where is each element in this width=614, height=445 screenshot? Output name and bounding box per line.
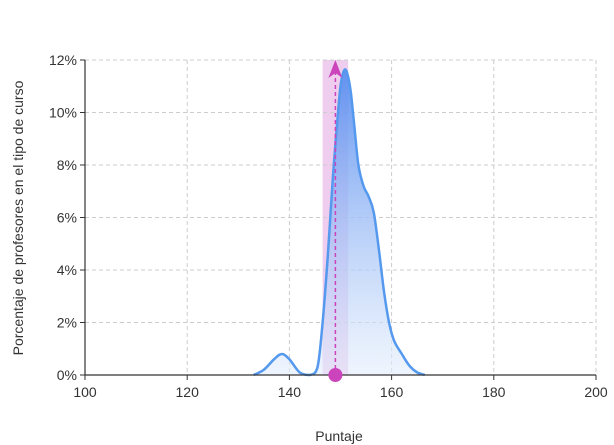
x-tick-label: 180 [482, 384, 506, 400]
y-tick-label: 6% [57, 210, 77, 226]
x-tick-label: 200 [584, 384, 608, 400]
y-tick-label: 8% [57, 157, 77, 173]
x-tick-label: 160 [380, 384, 404, 400]
tick-labels: 100 120 140 160 180 200 0% 2% 4% 6% 8% 10% 12% [49, 52, 608, 400]
marker-dot [328, 368, 343, 382]
x-tick-label: 140 [278, 384, 302, 400]
density-area [253, 69, 425, 376]
y-tick-label: 0% [57, 367, 77, 383]
median-marker [328, 60, 343, 382]
y-axis-title: Porcentaje de profesores en el tipo de c… [10, 80, 26, 355]
y-tick-label: 4% [57, 262, 77, 278]
y-tick-label: 10% [49, 105, 77, 121]
marker-arrow-icon [328, 60, 343, 78]
x-tick-label: 120 [176, 384, 200, 400]
y-tick-label: 2% [57, 315, 77, 331]
x-axis-title: Puntaje [315, 428, 363, 444]
y-tick-label: 12% [49, 52, 77, 68]
density-line [253, 68, 426, 377]
x-tick-label: 100 [73, 384, 97, 400]
